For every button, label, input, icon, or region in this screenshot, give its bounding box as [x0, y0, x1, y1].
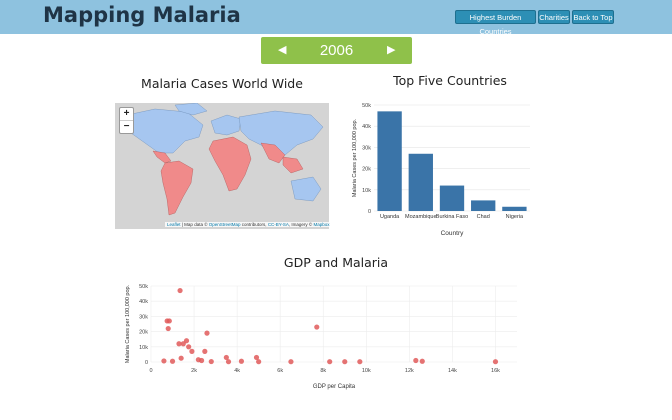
brand-title[interactable]: Mapping Malaria	[43, 3, 241, 27]
scatter-point	[178, 355, 184, 361]
bar-mozambique	[408, 153, 433, 211]
bar-y-tick-label: 40k	[362, 124, 371, 130]
scatter-point	[177, 287, 183, 294]
scatter-point	[161, 358, 167, 364]
map-zoom-control: + −	[119, 107, 134, 134]
attribution-text-2: contributors,	[240, 222, 268, 227]
north-america-region	[126, 108, 204, 154]
bar-y-tick-label: 10k	[362, 188, 371, 194]
scatter-y-tick-label: 30k	[139, 314, 148, 320]
scatter-x-tick-label: 16k	[491, 368, 500, 374]
world-map[interactable]	[115, 103, 329, 229]
map-canvas	[126, 103, 324, 216]
scatter-point	[169, 358, 176, 364]
africa-region	[208, 136, 252, 192]
scatter-y-tick-label: 20k	[139, 330, 148, 336]
scatter-point	[256, 359, 262, 365]
scatter-chart-title: GDP and Malaria	[283, 255, 389, 270]
scatter-x-tick-label: 14k	[448, 368, 457, 374]
scatter-point	[253, 354, 260, 361]
bar-x-tick-label: Chad	[477, 214, 490, 220]
bar-x-axis-label: Country	[441, 230, 465, 237]
scatter-x-tick-label: 6k	[277, 368, 283, 374]
scatter-y-tick-label: 40k	[139, 299, 148, 305]
europe-region	[210, 114, 242, 136]
bar-y-tick-label: 50k	[362, 103, 371, 109]
scatter-y-tick-label: 10k	[139, 345, 148, 351]
attribution-text-1: | Map data ©	[180, 222, 209, 227]
bar-y-tick-label: 0	[368, 209, 371, 215]
scatter-point	[413, 357, 419, 364]
scatter-point	[342, 359, 348, 365]
bar-chart-title: Top Five Countries	[393, 73, 507, 88]
scatter-point	[176, 341, 182, 347]
year-label: 2006	[319, 42, 354, 59]
scatter-point	[202, 348, 208, 354]
central-america-region	[152, 150, 172, 164]
bar-y-tick-label: 20k	[362, 167, 371, 173]
scatter-point	[198, 357, 205, 364]
top-navbar: Mapping Malaria Highest Burden Countries…	[0, 0, 672, 36]
bar-y-axis-label: Malaria Cases per 100,000 pop.	[352, 118, 358, 197]
scatter-x-tick-label: 4k	[234, 368, 240, 374]
south-america-region	[160, 160, 194, 216]
map-attribution: Leaflet | Map data © OpenStreetMap contr…	[165, 222, 332, 227]
bar-x-tick-label: Mozambique	[405, 214, 437, 220]
scatter-x-tick-label: 0	[149, 368, 152, 374]
next-year-arrow-icon[interactable]: ▶	[387, 44, 396, 56]
scatter-y-tick-label: 0	[145, 360, 148, 366]
scatter-point	[419, 358, 425, 364]
scatter-y-axis-label: Malaria Cases per 100,000 pop.	[125, 284, 131, 363]
scatter-point	[288, 359, 294, 365]
scatter-point	[223, 354, 229, 361]
scatter-point	[165, 325, 171, 332]
zoom-out-button[interactable]: −	[123, 121, 130, 132]
bar-x-tick-label: Burkina Faso	[436, 214, 468, 220]
scatter-point	[183, 338, 190, 344]
zoom-in-button[interactable]: +	[120, 108, 133, 121]
scatter-point	[208, 358, 214, 365]
scatter-point	[327, 359, 333, 365]
attribution-text-3: , Imagery ©	[288, 222, 314, 227]
bar-burkina-faso	[439, 185, 465, 211]
scatter-x-tick-label: 12k	[405, 368, 414, 374]
scatter-point	[314, 324, 320, 330]
scatter-point	[186, 344, 192, 350]
scatter-point	[189, 348, 195, 354]
license-link[interactable]: CC-BY-SA	[267, 222, 289, 227]
scatter-x-tick-label: 2k	[191, 368, 197, 374]
map-title: Malaria Cases World Wide	[141, 76, 303, 91]
scatter-x-axis-label: GDP per Capita	[313, 384, 356, 390]
mapbox-link[interactable]: Mapbox	[313, 222, 330, 227]
bar-y-tick-label: 30k	[362, 145, 371, 151]
scatter-point	[204, 330, 210, 336]
scatter-y-tick-label: 50k	[139, 284, 148, 290]
bar-chad	[471, 200, 496, 211]
scatter-x-tick-label: 10k	[362, 368, 371, 374]
bar-nigeria	[502, 206, 527, 211]
scatter-point	[166, 318, 172, 324]
greenland-region	[174, 103, 208, 116]
southeast-asia-region	[282, 156, 304, 174]
nav-back-to-top-button[interactable]: Back to Top	[572, 10, 614, 24]
bar-x-tick-label: Uganda	[380, 214, 400, 220]
australia-region	[290, 176, 322, 202]
nav-highest-burden-button[interactable]: Highest Burden Countries	[455, 10, 536, 36]
scatter-point	[225, 359, 232, 365]
scatter-chart: 0 10k 20k 30k 40k 50k 0 2k 4k 6k 8k 10k 12k 14k 16k GDP…	[125, 284, 517, 390]
bar-uganda	[377, 111, 402, 211]
scatter-x-tick-label: 8k	[320, 368, 326, 374]
scatter-point	[492, 359, 499, 365]
year-selector: ◀ 2006 ▶	[261, 37, 412, 64]
prev-year-arrow-icon[interactable]: ◀	[278, 44, 287, 56]
asia-region	[238, 110, 324, 156]
south-asia-region	[260, 142, 286, 164]
osm-link[interactable]: OpenStreetMap	[208, 222, 241, 227]
leaflet-link[interactable]: Leaflet	[167, 222, 181, 227]
bar-x-tick-label: Nigeria	[506, 214, 524, 220]
scatter-point	[357, 359, 363, 365]
nav-charities-button[interactable]: Charities	[538, 10, 570, 24]
scatter-point	[238, 358, 245, 364]
bar-chart: 0 10k 20k 30k 40k 50k Uganda Mozambique Burkina …	[352, 103, 530, 237]
